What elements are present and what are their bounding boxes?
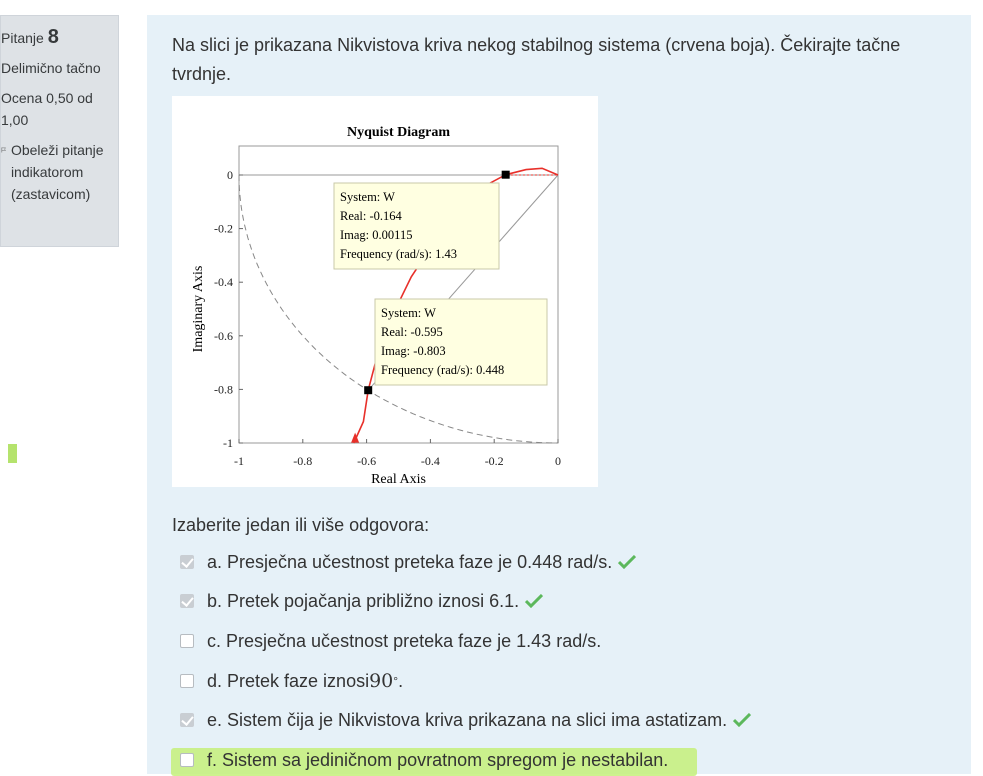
option-d[interactable]: d. Pretek faze iznosi 90 °.: [180, 667, 403, 695]
y-tick-label: -0.8: [214, 382, 233, 396]
chart-title: Nyquist Diagram: [347, 125, 450, 140]
option-a[interactable]: a. Presječna učestnost preteka faze je 0…: [180, 548, 637, 576]
answers-prompt: Izaberite jedan ili više odgovora:: [172, 515, 430, 535]
option-c[interactable]: c. Presječna učestnost preteka faze je 1…: [180, 627, 601, 655]
x-tick-label: -0.2: [485, 454, 504, 468]
y-tick-label: 0: [227, 168, 233, 182]
flag-icon: [1, 147, 7, 153]
unit-circle: [238, 174, 559, 444]
datatip-line: Frequency (rad/s): 0.448: [381, 363, 504, 377]
correct-check-icon: [733, 713, 752, 727]
navigation-marker: [8, 444, 17, 463]
datatip-line: Real: -0.164: [340, 209, 403, 223]
question-text: Na slici je prikazana Nikvistova kriva n…: [172, 35, 901, 84]
checkbox-b[interactable]: [180, 594, 194, 608]
datatip-line: Real: -0.595: [381, 325, 443, 339]
x-tick-label: 0: [555, 454, 561, 468]
y-tick-label: -1: [223, 436, 233, 450]
checkbox-a[interactable]: [180, 555, 194, 569]
x-tick-label: -0.8: [293, 454, 312, 468]
datatip-marker: [501, 170, 510, 179]
y-tick-label: -0.4: [214, 275, 233, 289]
option-f[interactable]: f. Sistem sa jediničnom povratnom sprego…: [180, 746, 668, 774]
checkbox-f[interactable]: [180, 753, 194, 767]
question-grade: Ocena 0,50 od 1,00: [1, 90, 93, 128]
datatip-line: Frequency (rad/s): 1.43: [340, 247, 457, 261]
question-content: Na slici je prikazana Nikvistova kriva n…: [147, 15, 971, 776]
y-tick-label: -0.6: [214, 329, 233, 343]
x-tick-label: -1: [234, 454, 244, 468]
y-tick-label: -0.2: [214, 222, 233, 236]
correct-check-icon: [525, 594, 544, 608]
datatip-line: Imag: -0.803: [381, 344, 446, 358]
y-axis-label: Imaginary Axis: [191, 266, 206, 353]
checkbox-d[interactable]: [180, 674, 194, 688]
datatip-marker: [364, 386, 373, 395]
curve-arrow: [351, 432, 360, 443]
nyquist-plot: Nyquist Diagram -1 -0.8 -0.6 -0.4 -0.2 0 0 -0.2 -…: [172, 96, 598, 487]
question-info-panel: Pitanje 8 Delimično tačno Ocena 0,50 od …: [0, 15, 119, 247]
datatip-line: Imag: 0.00115: [340, 228, 412, 242]
datatip-line: System: W: [340, 190, 395, 204]
x-axis-label: Real Axis: [371, 472, 426, 487]
datatip-line: System: W: [381, 306, 436, 320]
correct-check-icon: [618, 555, 637, 569]
nyquist-chart: Nyquist Diagram -1 -0.8 -0.6 -0.4 -0.2 0 0 -0.2 -…: [191, 125, 561, 487]
datatip-box: [333, 182, 500, 270]
question-number: Pitanje 8: [1, 26, 59, 48]
flag-question-link[interactable]: Obeleži pitanje indikatorom (zastavicom): [1, 139, 118, 205]
x-tick-label: -0.6: [357, 454, 376, 468]
highlight-mark: [171, 748, 697, 776]
x-tick-label: -0.4: [421, 454, 440, 468]
checkbox-e[interactable]: [180, 713, 194, 727]
checkbox-c[interactable]: [180, 634, 194, 648]
option-e[interactable]: e. Sistem čija je Nikvistova kriva prika…: [180, 706, 752, 734]
datatip-box: [374, 298, 548, 386]
question-state: Delimično tačno: [1, 60, 101, 76]
option-b[interactable]: b. Pretek pojačanja približno iznosi 6.1…: [180, 587, 544, 615]
